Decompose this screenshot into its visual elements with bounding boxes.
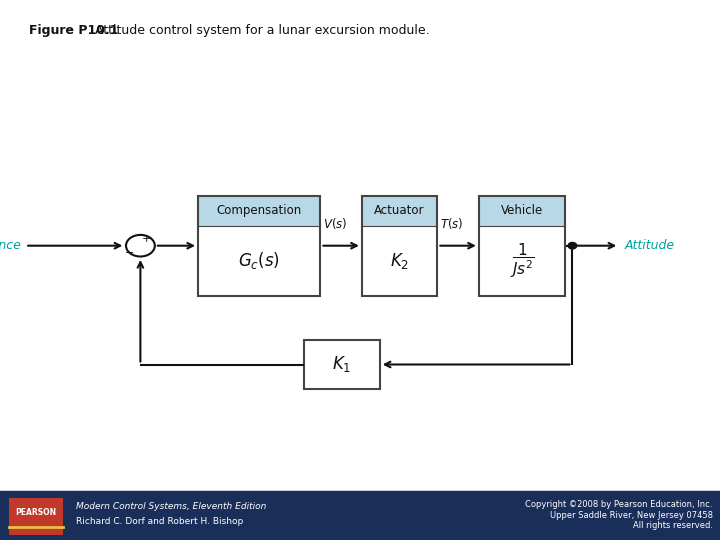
Text: All rights reserved.: All rights reserved. <box>633 522 713 530</box>
Text: $G_c(s)$: $G_c(s)$ <box>238 250 280 271</box>
Text: Figure P10.1: Figure P10.1 <box>29 24 118 37</box>
Text: $V(s)$: $V(s)$ <box>323 215 348 231</box>
Text: +: + <box>141 234 151 244</box>
Text: $K_2$: $K_2$ <box>390 251 409 271</box>
Bar <box>198 196 320 296</box>
Text: Reference: Reference <box>0 239 22 252</box>
Circle shape <box>126 235 155 256</box>
Circle shape <box>568 242 577 249</box>
Bar <box>198 226 320 296</box>
Text: $T(s)$: $T(s)$ <box>441 215 464 231</box>
Bar <box>362 226 438 296</box>
Bar <box>479 196 565 296</box>
Bar <box>0 493 720 540</box>
Bar <box>479 226 565 296</box>
Text: Richard C. Dorf and Robert H. Bishop: Richard C. Dorf and Robert H. Bishop <box>76 517 243 526</box>
Text: Compensation: Compensation <box>217 204 302 217</box>
Bar <box>362 196 438 226</box>
Text: PEARSON: PEARSON <box>15 508 56 517</box>
Bar <box>9 498 63 535</box>
Text: Copyright ©2008 by Pearson Education, Inc.: Copyright ©2008 by Pearson Education, In… <box>526 500 713 509</box>
Bar <box>198 196 320 226</box>
Bar <box>362 196 438 296</box>
Text: $\dfrac{1}{Js^2}$: $\dfrac{1}{Js^2}$ <box>510 241 534 280</box>
Bar <box>304 340 380 389</box>
Text: Modern Control Systems, Eleventh Edition: Modern Control Systems, Eleventh Edition <box>76 502 266 511</box>
Text: Vehicle: Vehicle <box>501 204 543 217</box>
Text: Upper Saddle River, New Jersey 07458: Upper Saddle River, New Jersey 07458 <box>550 511 713 519</box>
Text: −: − <box>125 248 135 258</box>
Text: Attitude control system for a lunar excursion module.: Attitude control system for a lunar excu… <box>95 24 430 37</box>
Text: $K_1$: $K_1$ <box>333 354 351 375</box>
Text: Actuator: Actuator <box>374 204 425 217</box>
Text: Attitude: Attitude <box>625 239 675 252</box>
Bar <box>479 196 565 226</box>
